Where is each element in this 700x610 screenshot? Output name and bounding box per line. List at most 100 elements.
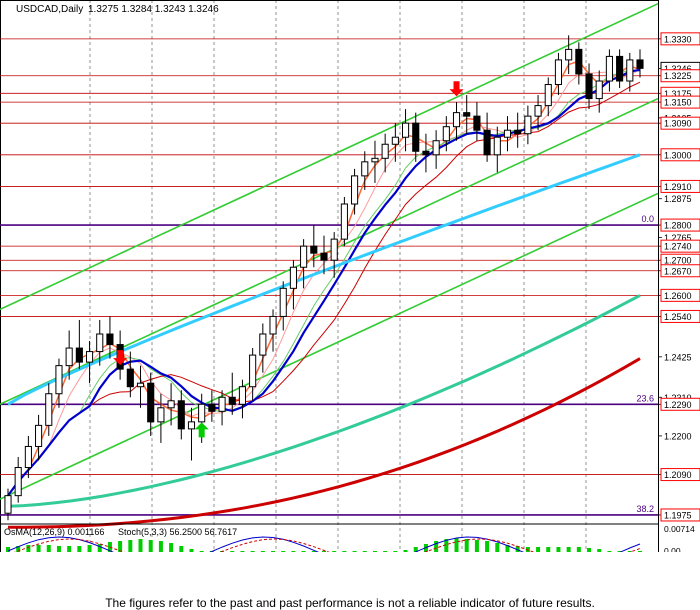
candle-body xyxy=(340,203,348,240)
moving-average-line xyxy=(7,60,641,497)
oscillator-scale-label: 0.00714 xyxy=(664,524,695,534)
candle-body xyxy=(24,445,32,469)
candle-body xyxy=(96,333,104,353)
price-tick-label: 1.3150 xyxy=(664,98,692,108)
candle-body xyxy=(422,150,430,156)
candles xyxy=(4,35,644,521)
candle-body xyxy=(55,365,63,395)
osma-bar xyxy=(505,545,510,552)
osma-bar xyxy=(87,545,92,552)
moving-average-line xyxy=(7,294,641,508)
moving-average-line xyxy=(7,68,641,496)
osma-bar xyxy=(434,541,439,552)
candle-body xyxy=(442,126,450,142)
oscillator-panel: OsMA(12,26,9) 0.001166 Stoch(5,3,3) 56.25… xyxy=(0,523,695,552)
price-tag-box xyxy=(660,288,700,302)
candle-body xyxy=(289,266,297,289)
price-tag-box xyxy=(660,148,700,162)
candle-body xyxy=(371,157,379,163)
candle-body xyxy=(85,351,94,363)
candle-body xyxy=(300,245,308,268)
signal-arrows xyxy=(113,81,464,438)
candle-body xyxy=(136,382,145,388)
price-tag-box xyxy=(660,69,700,83)
osma-bar xyxy=(403,550,408,552)
osma-bar xyxy=(189,549,194,552)
price-tick-label: 1.2765 xyxy=(664,233,692,243)
price-tick-label: 1.2800 xyxy=(664,221,692,231)
osma-bar xyxy=(454,538,459,552)
price-tag-box xyxy=(660,264,700,278)
osma-bar xyxy=(576,547,581,552)
osma-bar xyxy=(148,540,153,552)
ohlc-label: 1.3275 1.3284 1.3243 1.3246 xyxy=(88,4,219,15)
osma-bar xyxy=(77,546,82,552)
price-tick-label: 1.1975 xyxy=(664,510,692,520)
candle-body xyxy=(126,368,134,388)
buy-arrow-icon xyxy=(194,422,209,438)
support-resistance-levels: 0.0 23.6 38.2 xyxy=(0,38,658,516)
fibonacci-label: 38.2 xyxy=(636,504,654,514)
channel-line xyxy=(0,192,659,500)
candle-body xyxy=(391,136,399,145)
candle-body xyxy=(147,382,155,423)
moving-averages xyxy=(7,60,641,529)
price-tick-label: 1.3330 xyxy=(664,34,692,44)
candle-body xyxy=(514,129,522,135)
candle-body xyxy=(473,115,481,131)
oscillator-scale-label: 0.00 xyxy=(664,546,681,552)
candle-body xyxy=(636,59,644,69)
fibonacci-label: 23.6 xyxy=(636,393,654,403)
channel-line xyxy=(0,2,659,311)
candle-body xyxy=(565,48,573,61)
osma-bar xyxy=(495,543,500,552)
candle-body xyxy=(493,136,501,156)
osma-bar xyxy=(515,546,520,552)
candle-body xyxy=(320,252,328,261)
price-tag-box xyxy=(660,218,700,232)
price-tick-label: 1.2670 xyxy=(664,266,692,276)
candle-body xyxy=(45,393,53,426)
osma-bar xyxy=(36,545,41,552)
price-tag-box xyxy=(660,397,700,411)
candle-body xyxy=(14,467,22,497)
osma-bar xyxy=(158,541,163,552)
moving-average-line xyxy=(7,68,641,497)
price-tick-label: 1.3090 xyxy=(664,119,692,129)
price-tag-box xyxy=(660,468,700,482)
candle-body xyxy=(605,55,613,82)
candle-body xyxy=(483,129,491,156)
candle-body xyxy=(626,59,634,82)
chart-frame xyxy=(0,0,659,552)
candle-body xyxy=(218,396,226,412)
price-tick-label: 1.2290 xyxy=(664,400,692,410)
symbol-label: USDCAD,Daily xyxy=(16,4,83,15)
osma-bar xyxy=(169,543,174,552)
candle-body xyxy=(544,84,552,107)
price-tag-box xyxy=(660,239,700,253)
osma-bar xyxy=(128,540,133,552)
price-tick-label: 1.2540 xyxy=(664,312,692,322)
candle-body xyxy=(310,245,318,254)
disclaimer-text: The figures refer to the past and past p… xyxy=(105,596,595,610)
candle-body xyxy=(330,238,338,261)
price-tag-box xyxy=(660,508,700,522)
osma-bar xyxy=(474,540,479,552)
candle-body xyxy=(198,403,206,423)
candle-body xyxy=(249,354,257,388)
price-tick-label: 1.3175 xyxy=(664,89,692,99)
candle-body xyxy=(503,129,512,138)
candle-body xyxy=(4,495,12,514)
price-tag-box xyxy=(660,32,700,46)
price-tick-label: 1.2090 xyxy=(664,470,692,480)
candle-body xyxy=(187,421,196,430)
price-tag-box xyxy=(660,95,700,109)
candle-body xyxy=(554,59,563,86)
price-tick-label: 1.3225 xyxy=(664,71,692,81)
price-tag-box xyxy=(660,116,700,130)
candle-body xyxy=(524,115,532,135)
chart-header: USDCAD,Daily 1.3275 1.3284 1.3243 1.3246 xyxy=(16,4,219,15)
price-tick-label: 1.2910 xyxy=(664,182,692,192)
candle-body xyxy=(351,175,359,205)
